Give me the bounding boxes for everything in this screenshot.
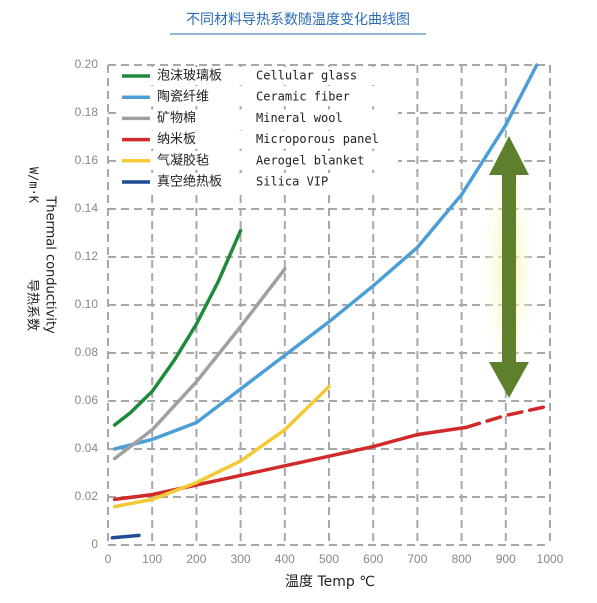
y-tick-label: 0.18: [75, 105, 99, 119]
legend-bg: [118, 88, 398, 107]
y-label-cn: 导热系数: [25, 279, 40, 331]
line-series: [112, 267, 287, 461]
line-series: [112, 425, 468, 502]
x-tick-label: 200: [186, 552, 206, 566]
legend-label-en: Cellular glass: [256, 69, 357, 83]
y-tick-label: 0.14: [75, 201, 99, 215]
legend-label-en: Aerogel blanket: [256, 153, 364, 167]
x-label: 温度 Temp ℃: [285, 574, 375, 590]
legend-label: 陶瓷纤维: [157, 89, 209, 105]
legend-bg: [118, 173, 398, 191]
legend-label-en: Ceramic fiber: [256, 90, 350, 104]
y-tick-label: 0.10: [75, 297, 99, 311]
y-unit: W/m·K: [27, 167, 41, 204]
x-tick-label: 800: [452, 552, 472, 566]
x-tick-label: 700: [407, 552, 427, 566]
double-arrow: [489, 136, 529, 398]
y-tick-label: 0.16: [75, 153, 99, 167]
x-tick-label: 0: [105, 552, 112, 566]
x-tick-label: 500: [319, 552, 339, 566]
legend-bg: [118, 67, 398, 85]
y-tick-label: 0.02: [75, 489, 99, 503]
line-series-dashed: [464, 404, 552, 430]
line-series: [112, 63, 539, 451]
legend-label: 真空绝热板: [157, 174, 222, 190]
legend-label-en: Mineral wool: [256, 111, 343, 125]
x-tick-label: 400: [275, 552, 295, 566]
x-tick-label: 1000: [537, 552, 564, 566]
legend-label: 纳米板: [157, 132, 196, 147]
legend-bg: [118, 151, 398, 170]
x-tick-label: 300: [231, 552, 251, 566]
legend-label: 泡沫玻璃板: [157, 69, 222, 84]
line-series: [110, 533, 141, 540]
x-tick-label: 900: [496, 552, 516, 566]
chart-title: 不同材料导热系数随温度变化曲线图: [186, 12, 410, 28]
legend-bg: [118, 109, 398, 128]
legend-label-en: Silica VIP: [256, 175, 328, 189]
legend-label: 矿物棉: [157, 111, 196, 126]
y-tick-label: 0.20: [75, 57, 99, 71]
x-tick-label: 600: [363, 552, 383, 566]
line-series: [112, 384, 331, 509]
legend-label: 气凝胶毡: [157, 152, 209, 168]
y-tick-label: 0.06: [75, 393, 99, 407]
line-series: [112, 228, 243, 427]
y-tick-label: 0.12: [75, 249, 99, 263]
legend-label-en: Microporous panel: [256, 132, 379, 146]
plot-area: 0 0.02 0.04 0.06 0.08 0.10 0.12 0.14 0.16 0.18 0.2…: [75, 57, 564, 566]
y-tick-label: 0.08: [75, 345, 99, 359]
y-tick-label: 0: [91, 537, 98, 551]
y-tick-label: 0.04: [75, 441, 99, 455]
legend-bg: [118, 130, 398, 149]
x-tick-label: 100: [142, 552, 162, 566]
y-label-en: Thermal conductivity: [43, 195, 58, 334]
legend: 泡沫玻璃板 Cellular glass 陶瓷纤维 Ceramic fiber 矿物棉 M…: [118, 67, 398, 191]
